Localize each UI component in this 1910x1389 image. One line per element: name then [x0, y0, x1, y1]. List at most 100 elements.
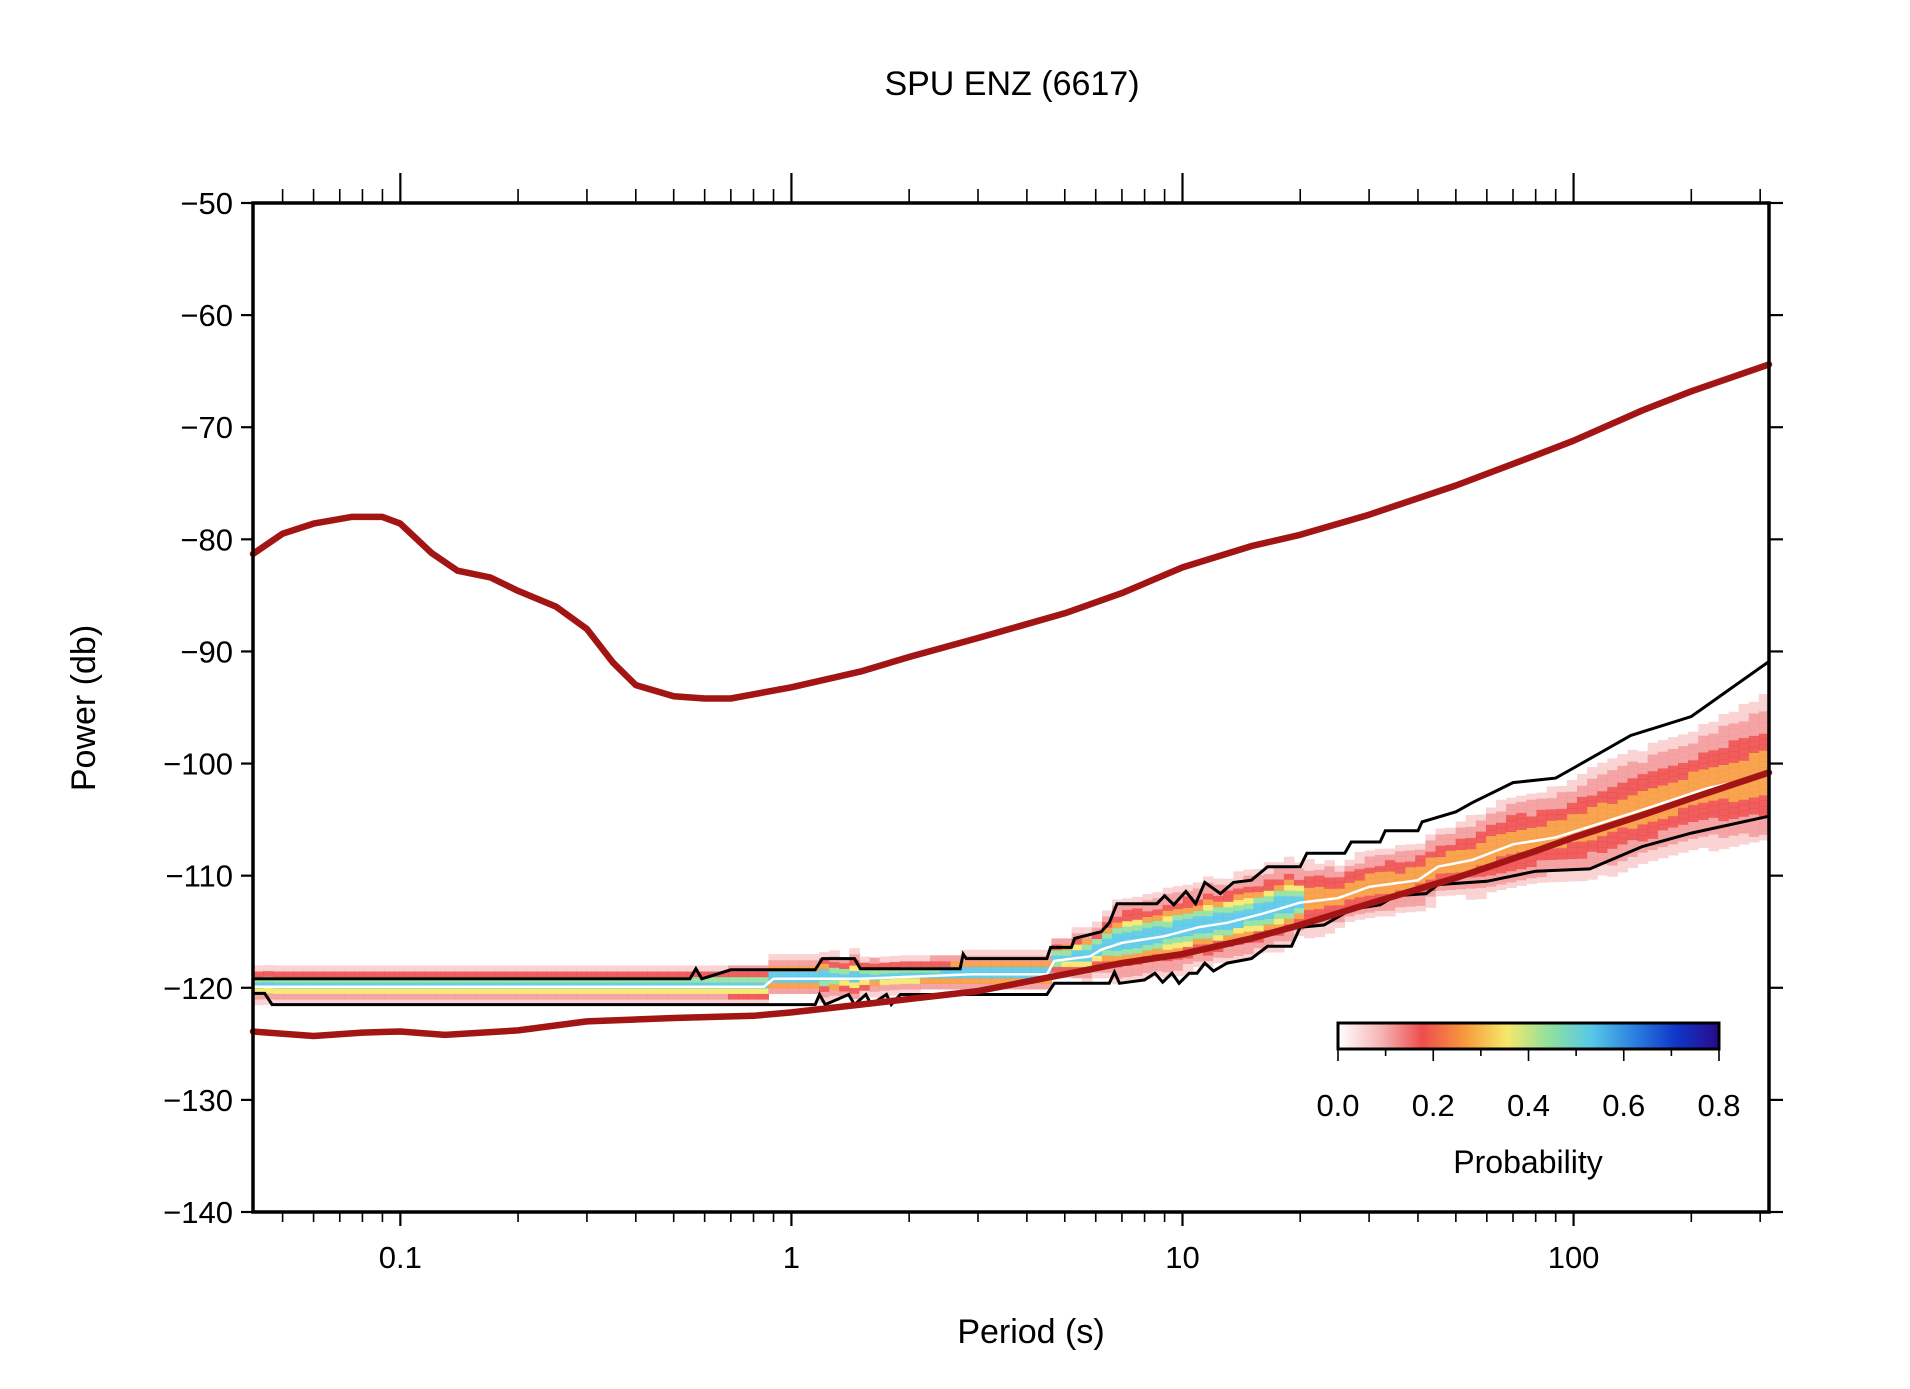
heatmap-cell: [1324, 916, 1335, 923]
heatmap-cell: [1435, 884, 1447, 891]
heatmap-cell: [364, 987, 375, 994]
heatmap-cell: [1273, 867, 1285, 874]
heatmap-cell: [707, 965, 719, 972]
heatmap-cell: [1758, 817, 1770, 824]
heatmap-cell: [1556, 842, 1568, 849]
heatmap-cell: [899, 960, 911, 968]
heatmap-cell: [546, 982, 557, 989]
heatmap-cell: [465, 993, 476, 1000]
heatmap-cell: [1243, 897, 1255, 904]
heatmap-cell: [1546, 803, 1558, 810]
heatmap-cell: [1182, 884, 1194, 891]
heatmap-cell: [788, 987, 800, 994]
heatmap-cell: [1374, 860, 1386, 867]
heatmap-cell: [1738, 832, 1750, 840]
heatmap-cell: [849, 970, 860, 977]
heatmap-cell: [1678, 751, 1689, 758]
heatmap-cell: [778, 959, 790, 966]
heatmap-cell: [1718, 736, 1730, 743]
heatmap-cell: [1516, 823, 1527, 830]
x-tick-label: 10: [1165, 1240, 1199, 1275]
heatmap-cell: [1152, 937, 1164, 944]
heatmap-cell: [1506, 803, 1517, 810]
heatmap-cell: [525, 999, 537, 1006]
heatmap-cell: [1496, 883, 1507, 891]
heatmap-cell: [1243, 903, 1255, 910]
heatmap-cell: [1566, 852, 1578, 860]
heatmap-cell: [1314, 903, 1325, 910]
heatmap-cell: [970, 966, 982, 973]
nlnm-line: [249, 769, 1773, 1040]
heatmap-cell: [293, 993, 305, 1000]
heatmap-cell: [1435, 828, 1447, 835]
heatmap-cell: [1102, 955, 1113, 962]
heatmap-cell: [1415, 905, 1426, 912]
heatmap-cell: [1678, 801, 1689, 808]
heatmap-cell: [1344, 899, 1356, 906]
heatmap-cell: [1213, 929, 1224, 936]
heatmap-cell: [263, 970, 274, 977]
heatmap-cell: [1506, 825, 1517, 832]
heatmap-cell: [1263, 918, 1275, 925]
heatmap-cell: [1708, 805, 1720, 813]
heatmap-cell: [1748, 780, 1760, 787]
heatmap-cell: [1213, 951, 1224, 958]
heatmap-cell: [576, 999, 588, 1006]
heatmap-cell: [1688, 804, 1699, 811]
heatmap-cell: [1647, 787, 1659, 794]
heatmap-cell: [1587, 839, 1598, 847]
heatmap-cell: [1698, 740, 1709, 747]
heatmap-cell: [1718, 820, 1730, 827]
heatmap-cell: [1112, 905, 1123, 912]
y-tick-label: −60: [180, 298, 233, 333]
heatmap-cell: [1657, 740, 1669, 747]
heatmap-cell: [1708, 817, 1720, 824]
heatmap-cell: [1597, 869, 1608, 876]
heatmap-cell: [404, 993, 416, 1000]
heatmap-cell: [758, 971, 769, 978]
heatmap-cell: [374, 982, 385, 989]
heatmap-cell: [970, 977, 982, 984]
heatmap-cell: [566, 965, 577, 972]
heatmap-cell: [1587, 845, 1598, 852]
heatmap-cell: [1678, 818, 1689, 825]
heatmap-cell: [1425, 896, 1437, 903]
heatmap-cell: [677, 987, 689, 994]
heatmap-cell: [1536, 809, 1548, 816]
heatmap-cell: [1617, 759, 1629, 766]
heatmap-cell: [1698, 724, 1709, 731]
heatmap-cell: [1536, 792, 1548, 799]
heatmap-cell: [1577, 858, 1588, 865]
heatmap-cell: [344, 987, 355, 994]
heatmap-cell: [667, 993, 679, 1000]
heatmap-cell: [819, 957, 830, 964]
heatmap-cell: [1233, 927, 1244, 934]
heatmap-cell: [1728, 745, 1740, 752]
heatmap-cell: [1425, 890, 1437, 897]
heatmap-cell: [1597, 852, 1608, 859]
heatmap-cell: [1112, 955, 1123, 962]
heatmap-cell: [1213, 884, 1224, 891]
heatmap-cell: [606, 965, 618, 972]
heatmap-cell: [1304, 915, 1315, 922]
heatmap-cell: [970, 949, 982, 956]
heatmap-cell: [1738, 754, 1750, 761]
heatmap-cell: [475, 982, 486, 989]
heatmap-cell: [1627, 766, 1639, 773]
heatmap-cell: [1465, 820, 1477, 827]
heatmap-cell: [1263, 940, 1275, 947]
heatmap-cell: [1617, 776, 1629, 783]
heatmap-cell: [1364, 861, 1376, 868]
heatmap-cell: [717, 999, 729, 1006]
heatmap-cell: [849, 993, 860, 1000]
heatmap-cell: [1192, 921, 1204, 928]
heatmap-cell: [1142, 961, 1154, 968]
heatmap-cell: [333, 987, 345, 994]
heatmap-cell: [1465, 843, 1477, 850]
heatmap-cell: [546, 987, 557, 994]
heatmap-cell: [1637, 790, 1649, 797]
heatmap-cell: [1657, 762, 1669, 769]
heatmap-cell: [1425, 901, 1437, 908]
heatmap-cell: [1496, 811, 1507, 818]
heatmap-cell: [1425, 856, 1437, 863]
